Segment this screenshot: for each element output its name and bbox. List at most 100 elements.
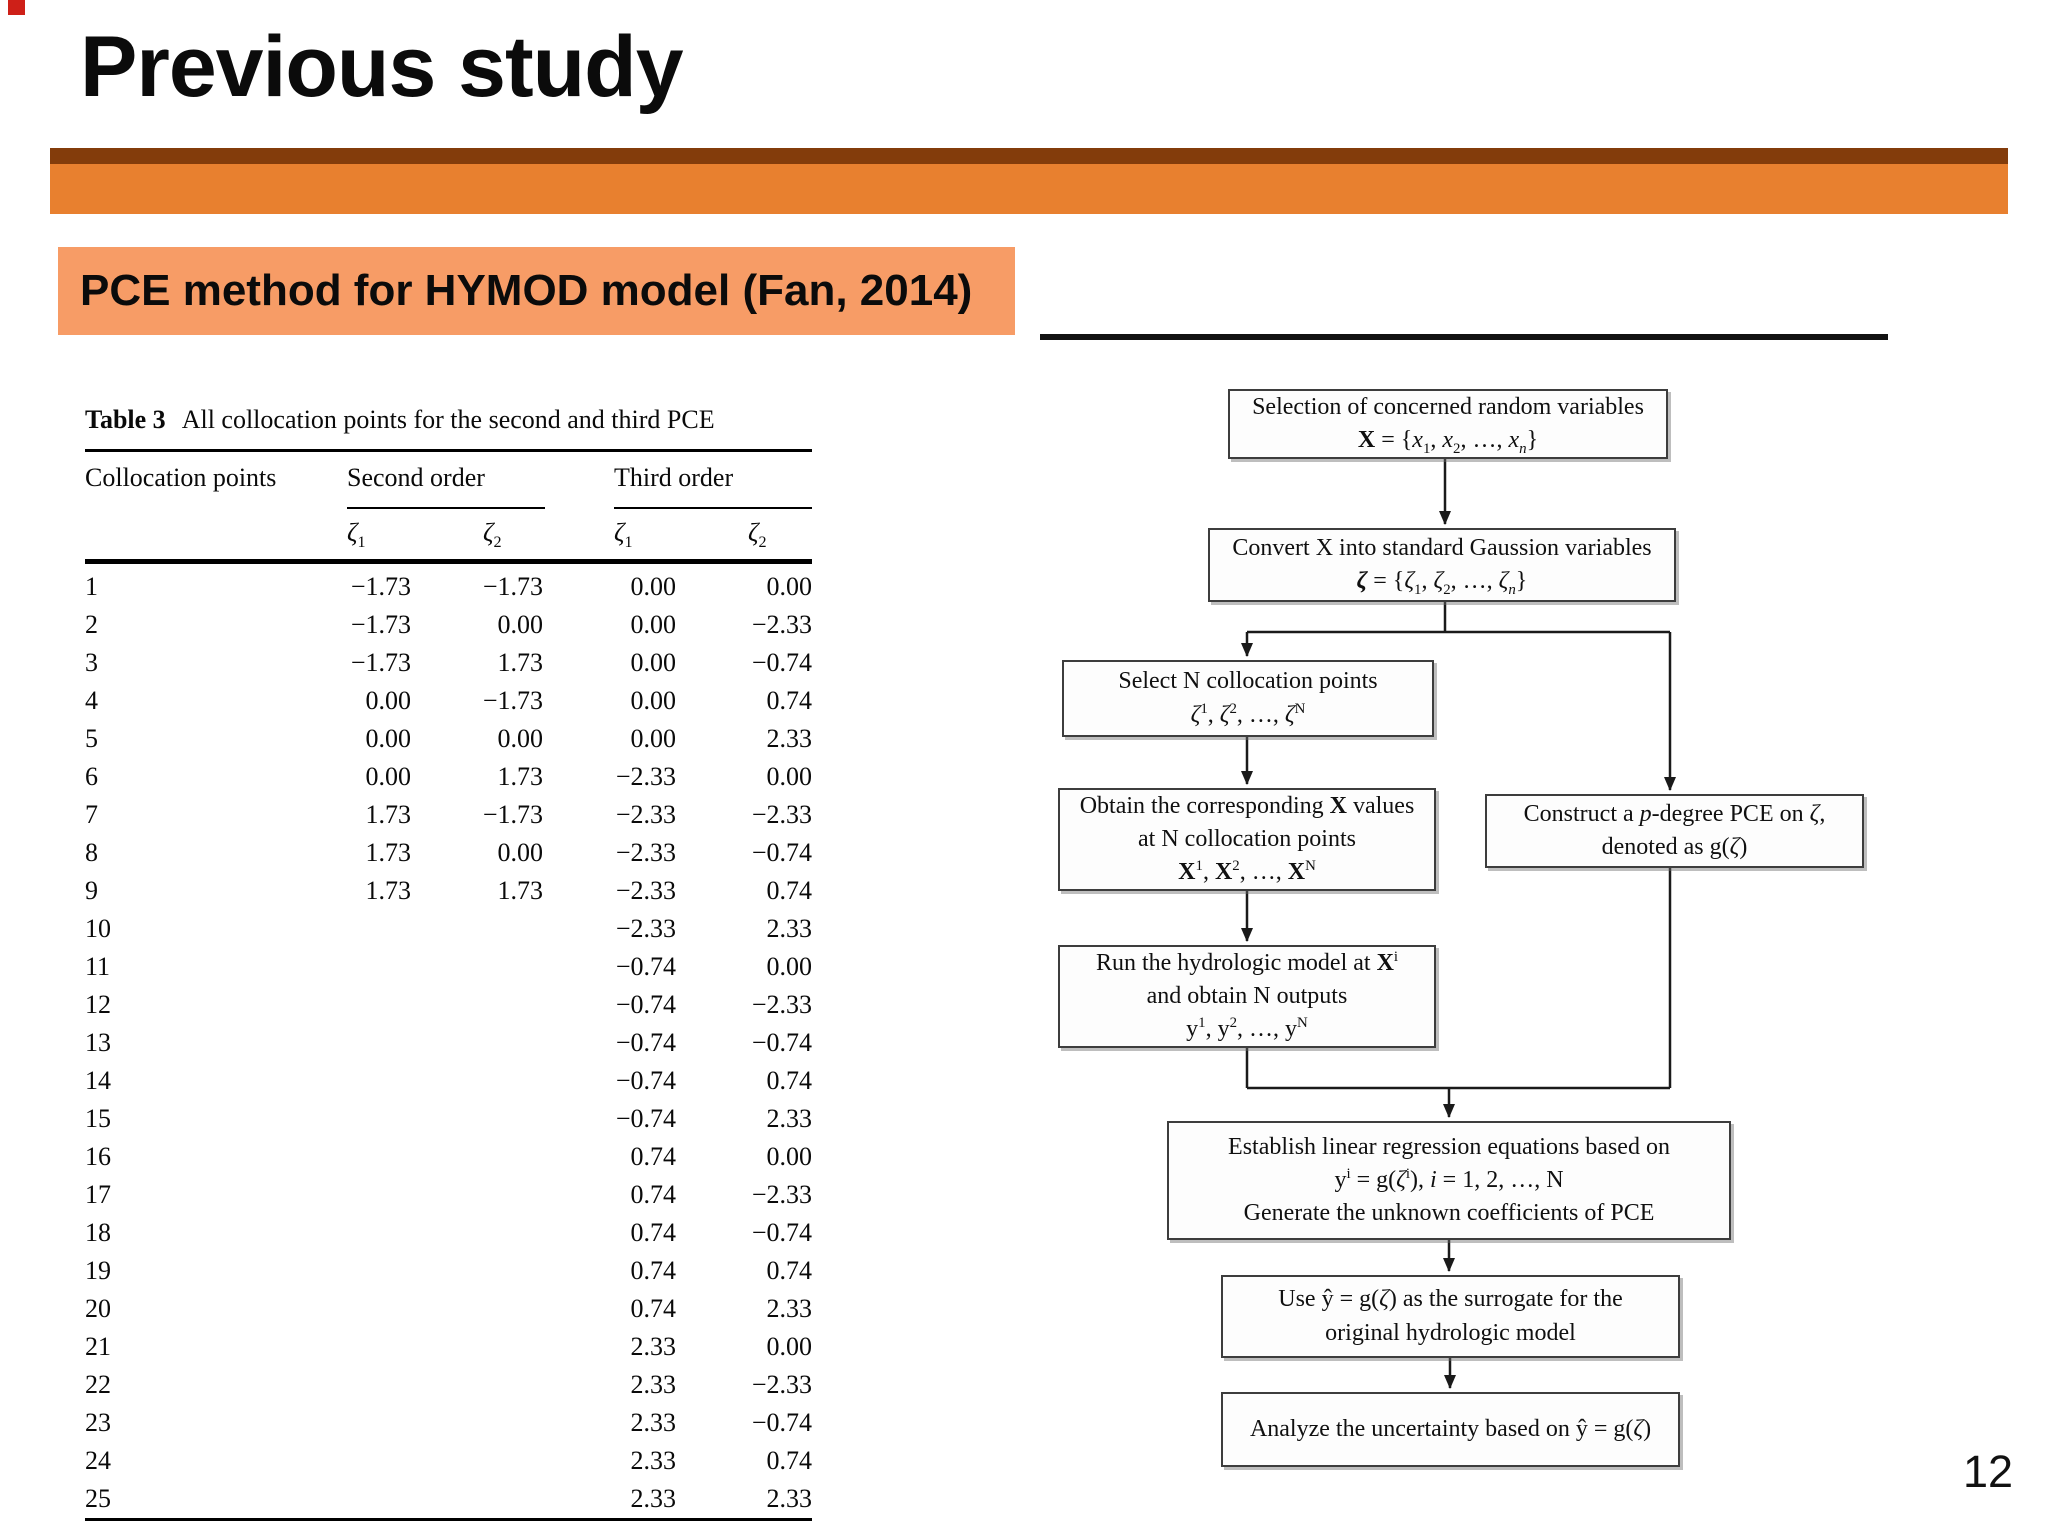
table-row: 23 2.33 −0.74 [85,1404,812,1442]
table-cell: −1.73 [350,572,411,601]
table-cell: 0.74 [630,1218,677,1247]
table-cell: 2.33 [630,1370,677,1399]
flow-node-select-variables-text: Selection of concerned random variables X… [1252,393,1644,457]
flow-node-select-collocation-text: Select N collocation points ζ1, ζ2, …, ζN [1118,668,1378,728]
table-row: 18 0.74 −0.74 [85,1214,812,1252]
table-cell: 0.00 [365,686,412,715]
row-index: 3 [85,648,98,677]
row-index: 13 [85,1028,111,1057]
table-row: 24 2.33 0.74 [85,1442,812,1480]
row-index: 14 [85,1066,111,1095]
table-cell: −2.33 [615,762,676,791]
table-row: 8 1.73 0.00 −2.33 −0.74 [85,834,812,872]
table-row: 1 −1.73 −1.73 0.00 0.00 [85,568,812,606]
table-row: 4 0.00 −1.73 0.00 0.74 [85,682,812,720]
table-cell: 0.00 [630,724,677,753]
table-cell: −2.33 [615,914,676,943]
row-index: 9 [85,876,98,905]
row-index: 16 [85,1142,111,1171]
table-cell: 2.33 [630,1408,677,1437]
table-cell: 0.00 [497,838,544,867]
table-cell: 1.73 [365,876,412,905]
table-caption-label: Table 3 [85,405,166,434]
table-cell: 0.00 [630,686,677,715]
table-cell: −2.33 [751,800,812,829]
table-row: 15 −0.74 2.33 [85,1100,812,1138]
red-corner-mark [8,0,25,15]
slide-title: Previous study [80,19,684,115]
subtitle-highlight: PCE method for HYMOD model (Fan, 2014) [58,247,1015,335]
table-cell: 0.00 [365,724,412,753]
row-index: 19 [85,1256,111,1285]
flow-node-use-surrogate-text: Use ŷ = g(ζ) as the surrogate for the ori… [1278,1286,1623,1346]
table-cell: 0.74 [766,1446,813,1475]
third-order-underline [614,507,812,509]
table-row: 16 0.74 0.00 [85,1138,812,1176]
flow-node-construct-pce-text: Construct a p-degree PCE on ζ, denoted as… [1523,800,1826,860]
row-index: 8 [85,838,98,867]
row-index: 10 [85,914,111,943]
table-row: 13 −0.74 −0.74 [85,1024,812,1062]
table-cell: −1.73 [350,648,411,677]
table-cell: −0.74 [615,1104,676,1133]
flowchart-top-rule [1040,334,1888,340]
flow-node-construct-pce: Construct a p-degree PCE on ζ, denoted as… [1485,794,1864,868]
collocation-table: Table 3 All collocation points for the se… [85,405,812,1523]
table-cell: 0.00 [630,572,677,601]
row-index: 6 [85,762,98,791]
table-cell: 0.00 [766,762,813,791]
table-cell: −0.74 [615,952,676,981]
table-rule-header [85,559,812,564]
flow-node-obtain-x-values: Obtain the corresponding X values at N co… [1058,788,1436,891]
table-row: 2 −1.73 0.00 0.00 −2.33 [85,606,812,644]
table-cell: −0.74 [751,1408,812,1437]
row-index: 17 [85,1180,111,1209]
table-cell: 0.00 [497,610,544,639]
table-cell: 1.73 [365,838,412,867]
flow-node-establish-regression-text: Establish linear regression equations ba… [1228,1133,1670,1227]
table-cell: 0.00 [630,610,677,639]
table-cell: 0.00 [365,762,412,791]
table-cell: −0.74 [751,648,812,677]
row-index: 15 [85,1104,111,1133]
table-cell: −1.73 [482,800,543,829]
table-cell: −1.73 [482,572,543,601]
table-cell: 2.33 [766,1484,813,1513]
table-header-third-order: Third order [614,463,734,492]
row-index: 20 [85,1294,111,1323]
table-header-collocation: Collocation points [85,463,277,492]
flow-node-select-collocation: Select N collocation points ζ1, ζ2, …, ζN [1062,660,1434,737]
table-cell: 0.00 [630,648,677,677]
row-index: 22 [85,1370,111,1399]
table-cell: −0.74 [615,1066,676,1095]
row-index: 11 [85,952,111,981]
row-index: 12 [85,990,111,1019]
table-cell: 0.74 [766,1256,813,1285]
table-subheader-zeta1-second: ζ1 [347,518,366,552]
table-row: 7 1.73 −1.73 −2.33 −2.33 [85,796,812,834]
flow-node-run-model: Run the hydrologic model at Xi and obtain… [1058,945,1436,1048]
table-cell: 2.33 [766,914,813,943]
table-cell: 1.73 [497,876,544,905]
table-cell: 2.33 [630,1484,677,1513]
table-row: 3 −1.73 1.73 0.00 −0.74 [85,644,812,682]
table-cell: 0.00 [497,724,544,753]
table-cell: 2.33 [630,1446,677,1475]
table-cell: 0.00 [766,952,813,981]
table-cell: −2.33 [751,990,812,1019]
table-cell: 1.73 [497,762,544,791]
flow-node-convert-gaussian: Convert X into standard Gaussion variabl… [1208,528,1676,602]
row-index: 7 [85,800,98,829]
table-cell: 1.73 [497,648,544,677]
table-cell: 2.33 [766,724,813,753]
table-row: 20 0.74 2.33 [85,1290,812,1328]
table-row: 22 2.33 −2.33 [85,1366,812,1404]
table-cell: −0.74 [751,838,812,867]
title-accent-bar-orange [50,164,2008,214]
row-index: 21 [85,1332,111,1361]
table-cell: 1.73 [365,800,412,829]
table-cell: 2.33 [766,1294,813,1323]
table-row: 21 2.33 0.00 [85,1328,812,1366]
table-rule-bottom [85,1518,812,1521]
